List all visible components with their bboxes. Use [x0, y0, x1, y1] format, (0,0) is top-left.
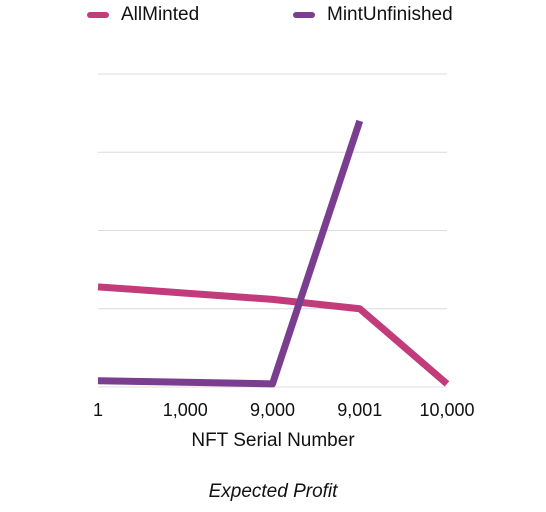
series-line-mintunfinished: [97, 119, 364, 388]
x-tick-label: 1,000: [163, 400, 208, 420]
legend-label-mintunfinished: MintUnfinished: [327, 4, 453, 25]
plot-area: 1 1,000 9,000 9,001 10,000: [93, 73, 475, 420]
x-tick-label: 9,001: [337, 400, 382, 420]
x-tick-label: 9,000: [250, 400, 295, 420]
legend-item-mintunfinished: MintUnfinished: [293, 2, 453, 28]
x-tick-label: 1: [93, 400, 103, 420]
legend: AllMinted MintUnfinished: [0, 2, 546, 28]
legend-item-allminted: AllMinted: [87, 2, 199, 28]
x-tick-label: 10,000: [419, 400, 474, 420]
series-line-allminted: [97, 283, 450, 387]
chart-caption: Expected Profit: [208, 481, 338, 502]
legend-label-allminted: AllMinted: [121, 4, 200, 25]
x-axis-label: NFT Serial Number: [191, 430, 355, 451]
legend-swatch-allminted: [87, 12, 109, 18]
legend-swatch-mintunfinished: [293, 12, 315, 18]
